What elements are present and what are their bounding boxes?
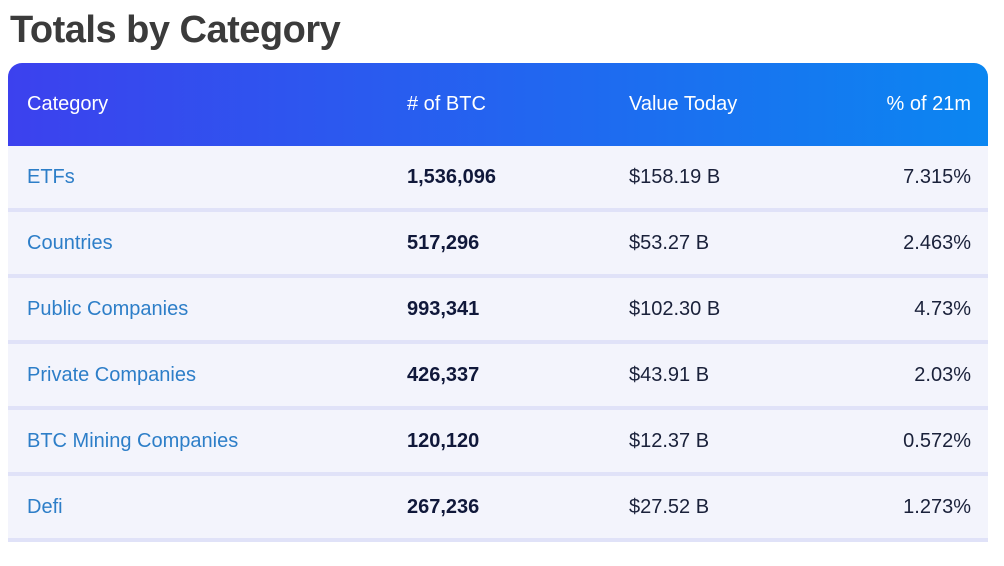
category-link-public-companies[interactable]: Public Companies bbox=[27, 297, 189, 320]
btc-count: 517,296 bbox=[407, 231, 480, 254]
table-row-etfs: ETFs 1,536,096 $158.19 B 7.315% bbox=[8, 146, 988, 212]
pct-of-21m: 4.73% bbox=[914, 297, 971, 320]
page-title: Totals by Category bbox=[10, 9, 341, 51]
category-link-btc-mining-companies[interactable]: BTC Mining Companies bbox=[27, 429, 239, 452]
value-today: $43.91 B bbox=[629, 363, 710, 386]
table-row-countries: Countries 517,296 $53.27 B 2.463% bbox=[8, 212, 988, 278]
category-link-private-companies[interactable]: Private Companies bbox=[27, 363, 196, 386]
column-header-pct-21m: % of 21m bbox=[886, 93, 971, 115]
value-today: $53.27 B bbox=[629, 231, 710, 254]
btc-count: 993,341 bbox=[407, 297, 480, 320]
table-row-public-companies: Public Companies 993,341 $102.30 B 4.73% bbox=[8, 278, 988, 344]
table-row-btc-mining-companies: BTC Mining Companies 120,120 $12.37 B 0.… bbox=[8, 410, 988, 476]
column-header-btc: # of BTC bbox=[407, 93, 486, 115]
pct-of-21m: 2.03% bbox=[914, 363, 971, 386]
table-row-private-companies: Private Companies 426,337 $43.91 B 2.03% bbox=[8, 344, 988, 410]
pct-of-21m: 7.315% bbox=[903, 165, 971, 188]
btc-count: 1,536,096 bbox=[407, 165, 496, 188]
category-link-countries[interactable]: Countries bbox=[27, 231, 113, 254]
value-today: $27.52 B bbox=[629, 495, 710, 518]
btc-count: 120,120 bbox=[407, 429, 480, 452]
pct-of-21m: 2.463% bbox=[903, 231, 971, 254]
value-today: $158.19 B bbox=[629, 165, 721, 188]
pct-of-21m: 0.572% bbox=[903, 429, 971, 452]
value-today: $102.30 B bbox=[629, 297, 721, 320]
btc-count: 426,337 bbox=[407, 363, 480, 386]
table-row-defi: Defi 267,236 $27.52 B 1.273% bbox=[8, 476, 988, 542]
totals-by-category-table: Category # of BTC Value Today % of 21m E… bbox=[8, 63, 988, 542]
table-header-row: Category # of BTC Value Today % of 21m bbox=[8, 63, 988, 146]
pct-of-21m: 1.273% bbox=[903, 495, 971, 518]
btc-count: 267,236 bbox=[407, 495, 480, 518]
value-today: $12.37 B bbox=[629, 429, 710, 452]
category-link-etfs[interactable]: ETFs bbox=[27, 165, 75, 188]
column-header-category: Category bbox=[27, 93, 109, 115]
column-header-value-today: Value Today bbox=[629, 93, 738, 115]
category-link-defi[interactable]: Defi bbox=[27, 495, 63, 518]
